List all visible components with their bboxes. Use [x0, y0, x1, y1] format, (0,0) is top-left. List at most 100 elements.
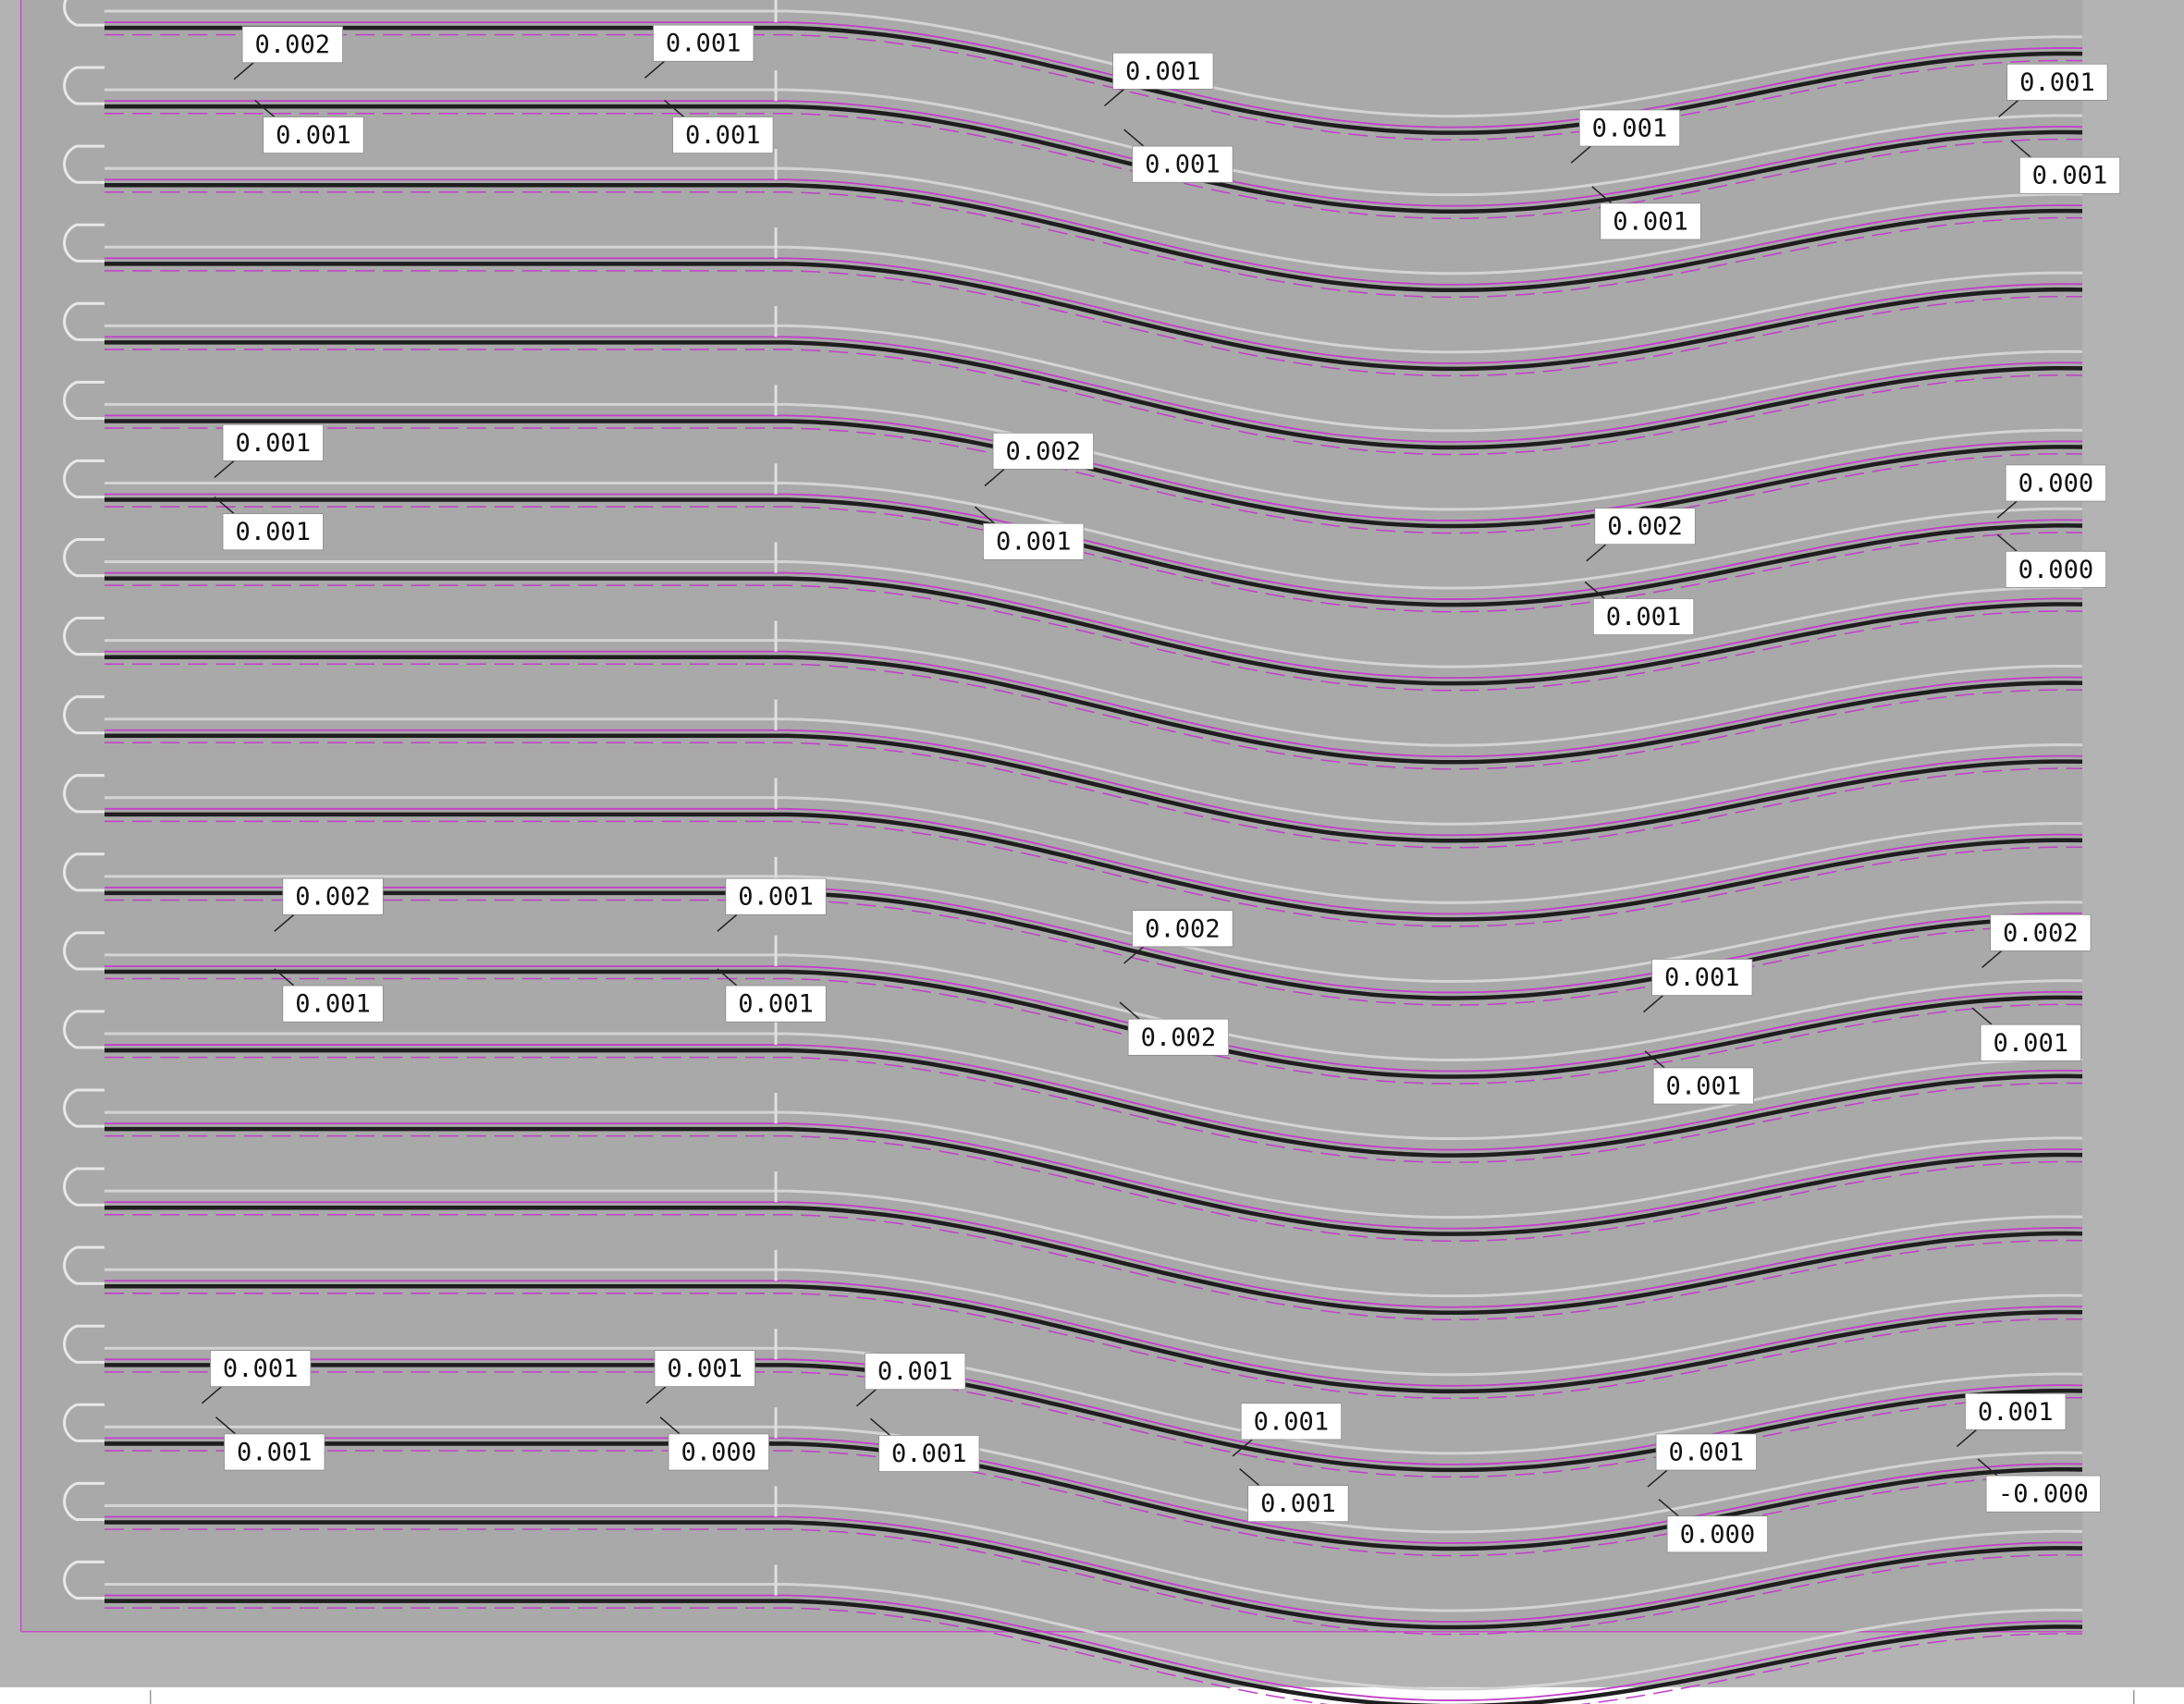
value-label: 0.001 — [877, 1357, 953, 1386]
stripe-highlight — [104, 1268, 2083, 1377]
value-label-box — [1132, 910, 1233, 948]
value-label: 0.001 — [685, 121, 761, 150]
leader-line — [1123, 946, 1145, 964]
value-label-box — [1112, 52, 1214, 90]
stripe-edge — [104, 257, 2083, 364]
leader-line — [1570, 145, 1591, 164]
leader-line — [1232, 1439, 1253, 1457]
leader-line — [274, 913, 295, 932]
value-label: 0.001 — [1994, 1029, 2069, 1058]
stripe-edge — [104, 1594, 2083, 1701]
stripe-highlight — [104, 717, 2083, 826]
value-label: 0.001 — [1254, 1407, 1330, 1436]
leader-line — [215, 1416, 237, 1435]
u-turn — [63, 537, 104, 578]
value-label: 0.002 — [2003, 919, 2079, 948]
leader-line — [664, 99, 685, 118]
leader-line — [1586, 544, 1607, 562]
stripe-edge — [104, 1201, 2083, 1308]
stripe-line — [104, 576, 2083, 686]
u-turn — [63, 459, 104, 499]
value-label: 0.001 — [1669, 1438, 1745, 1466]
stripe-edge — [104, 650, 2083, 758]
value-label: 0.001 — [2019, 68, 2095, 97]
leader-line — [1977, 1458, 1998, 1477]
leader-line — [984, 468, 1005, 487]
value-label: 0.001 — [738, 883, 814, 912]
value-label-box — [668, 1433, 769, 1471]
u-turn — [63, 223, 104, 263]
status-strip — [0, 1686, 2184, 1704]
stripe-line — [104, 1441, 2083, 1551]
value-label-box — [1652, 1067, 1754, 1105]
value-label: 0.002 — [255, 31, 331, 59]
leader-line — [1584, 581, 1605, 600]
value-label: 0.000 — [1680, 1520, 1756, 1549]
leader-line — [869, 1417, 891, 1436]
value-label: 0.001 — [237, 1438, 313, 1466]
value-label-box — [1990, 913, 2092, 951]
value-label: 0.001 — [1260, 1489, 1336, 1518]
leader-line — [1956, 1428, 1978, 1448]
stripe-line — [104, 419, 2083, 529]
u-turn — [63, 380, 104, 420]
stripe-line — [104, 1048, 2083, 1158]
stripe-edge — [104, 965, 2083, 1073]
value-label: 0.001 — [738, 990, 814, 1019]
stripe-edge — [104, 1437, 2083, 1544]
value-label-box — [2005, 550, 2107, 588]
value-label: -0.000 — [1998, 1480, 2089, 1509]
value-label-box — [1240, 1403, 1343, 1440]
value-label-box — [1655, 1433, 1757, 1471]
value-label-box — [725, 985, 827, 1023]
u-turn — [63, 1245, 104, 1285]
stripe-highlight — [104, 560, 2083, 668]
leader-line — [717, 913, 738, 932]
leader-line — [274, 968, 295, 987]
stripe-highlight — [104, 166, 2083, 276]
stripe-highlight — [104, 481, 2083, 590]
value-label-box — [1980, 1024, 2081, 1061]
value-label-box — [241, 26, 343, 64]
value-label-box — [210, 1350, 312, 1388]
value-label-box — [1985, 1475, 2101, 1513]
stripe-highlight — [104, 1189, 2083, 1298]
stripe-line — [104, 104, 2083, 214]
value-label-box — [1651, 959, 1753, 996]
value-label: 0.000 — [2018, 556, 2094, 584]
value-label-box — [2018, 156, 2121, 194]
value-label-box — [263, 116, 364, 154]
stripe-line — [104, 1363, 2083, 1473]
stripe-highlight — [104, 402, 2083, 511]
value-label-box — [1247, 1485, 1349, 1523]
value-label: 0.001 — [1592, 115, 1668, 143]
stripe-edge — [104, 807, 2083, 915]
value-label-box — [672, 116, 774, 154]
value-label-box — [983, 522, 1085, 560]
value-label: 0.001 — [1125, 57, 1201, 86]
u-turn — [63, 852, 104, 892]
value-label-box — [1578, 109, 1681, 147]
value-label: 0.001 — [891, 1440, 967, 1468]
value-label-box — [865, 1353, 966, 1391]
leader-line — [214, 460, 235, 479]
stripe-line — [104, 1284, 2083, 1394]
stripe-line — [104, 1599, 2083, 1704]
u-turn — [63, 617, 104, 656]
value-label: 0.000 — [681, 1438, 757, 1466]
value-label: 0.001 — [996, 528, 1072, 557]
value-label: 0.001 — [1978, 1398, 2054, 1427]
stripe-edge — [104, 1122, 2083, 1230]
stripe-edge — [104, 493, 2083, 600]
value-label: 0.000 — [2018, 469, 2094, 497]
stripe-edge — [104, 1044, 2083, 1151]
stripe-highlight — [104, 796, 2083, 904]
leader-line — [1644, 1050, 1665, 1069]
u-turn — [63, 144, 104, 184]
value-label-box — [222, 513, 324, 551]
stripe-line — [104, 262, 2083, 372]
stripe-edge — [104, 729, 2083, 837]
stripe-edge — [104, 414, 2083, 521]
stripe-highlight — [104, 88, 2083, 197]
u-turn — [63, 1403, 104, 1442]
